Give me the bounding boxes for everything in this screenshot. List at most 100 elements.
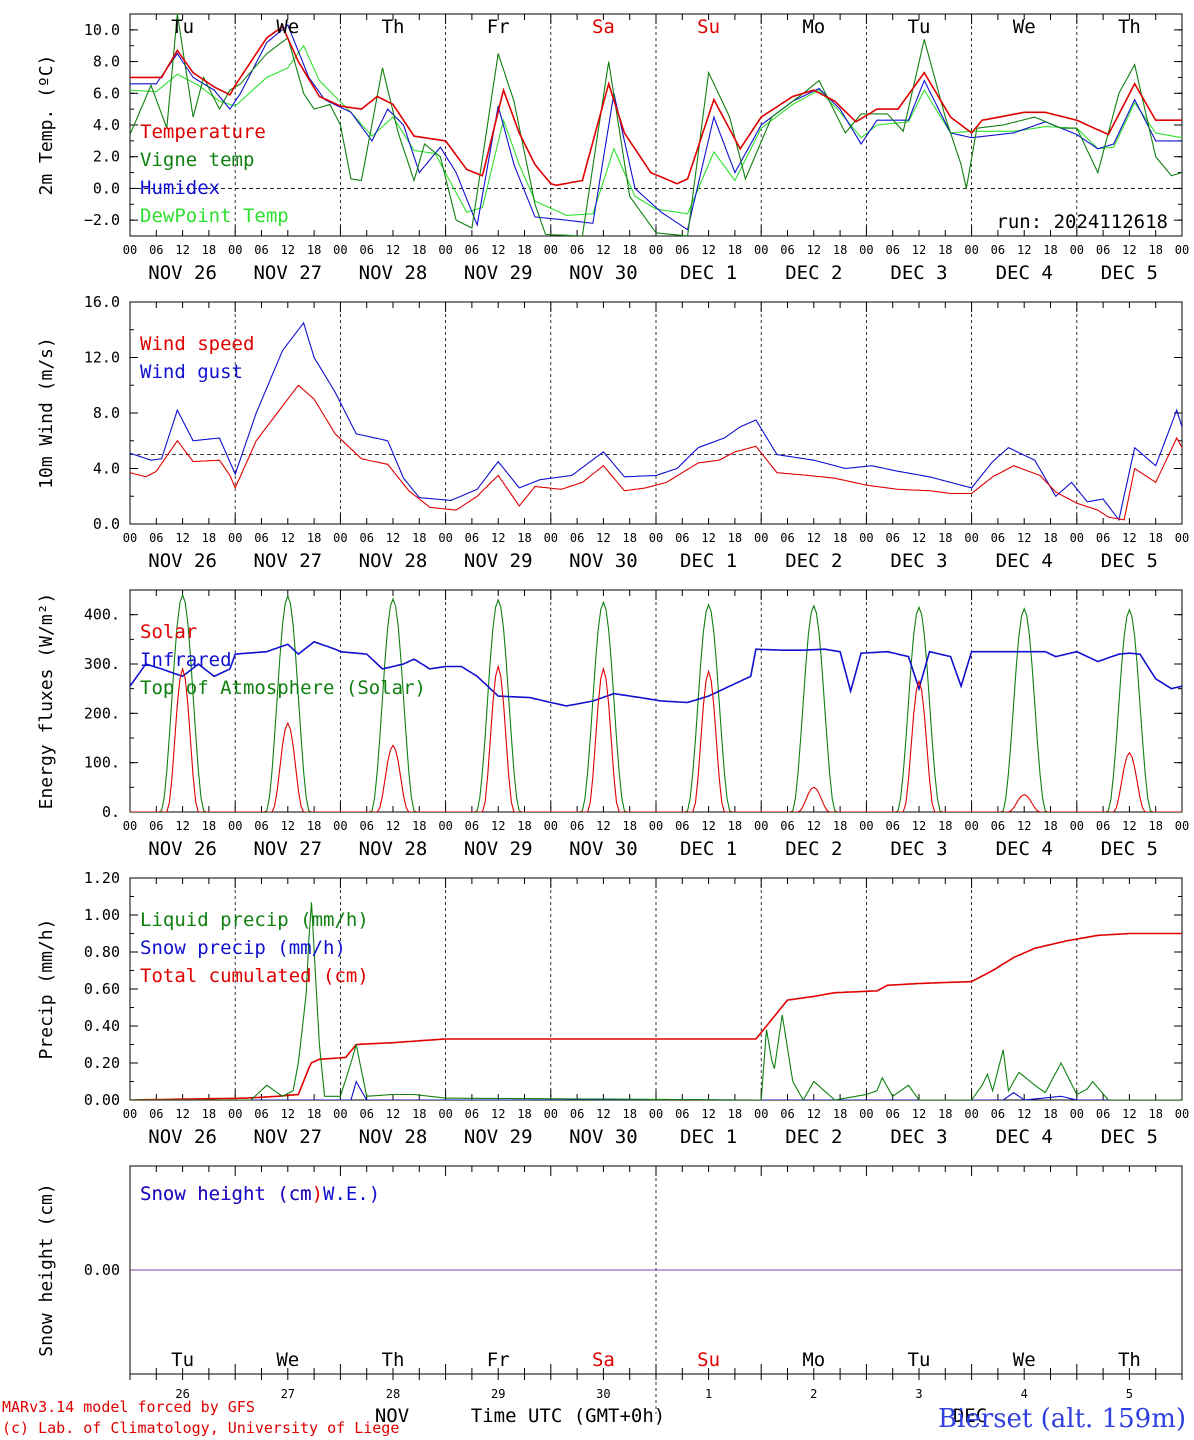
y-axis-label: Energy fluxes (W/m²)	[36, 593, 57, 810]
date-label: NOV 28	[359, 1126, 428, 1148]
day-number: 30	[596, 1387, 610, 1401]
series-line-humidex	[130, 24, 1182, 231]
date-label: DEC 4	[996, 1126, 1053, 1148]
hour-label: 12	[596, 1107, 610, 1121]
hour-label: 06	[991, 243, 1005, 257]
hour-label: 00	[754, 819, 768, 833]
hour-label: 00	[333, 243, 347, 257]
y-axis-label: Snow height (cm)	[36, 1183, 57, 1356]
date-label: NOV 29	[464, 550, 533, 572]
hour-label: 00	[754, 531, 768, 545]
hour-label: 12	[1122, 1107, 1136, 1121]
series-line-wind-gust	[130, 321, 1182, 522]
hour-label: 06	[780, 243, 794, 257]
hour-label: 06	[885, 1107, 899, 1121]
hour-label: 00	[1070, 1107, 1084, 1121]
y-axis-label: 2m Temp. (ºC)	[36, 55, 57, 196]
hour-label: 18	[728, 1107, 742, 1121]
hour-label: 06	[570, 531, 584, 545]
hour-label: 06	[780, 1107, 794, 1121]
hour-label: 18	[833, 243, 847, 257]
y-tick-label: 0.60	[84, 980, 120, 998]
hour-label: 06	[991, 819, 1005, 833]
panel-4: 1.20 1.00 0.80 0.60 0.40 0.20 0.00 Precip (mm/h…	[36, 869, 1189, 1148]
legend-entry: Infrared	[140, 649, 232, 671]
date-label: DEC 3	[890, 550, 947, 572]
hour-label: 06	[1096, 1107, 1110, 1121]
hour-label: 18	[1148, 1107, 1162, 1121]
legend-entry: Vigne temp	[140, 149, 254, 171]
hour-label: 18	[622, 1107, 636, 1121]
weekday-label: Th	[382, 16, 405, 38]
hour-label: 06	[780, 819, 794, 833]
y-tick-label: 0.00	[84, 1261, 120, 1279]
hour-label: 12	[1017, 531, 1031, 545]
hour-label: 18	[202, 819, 216, 833]
weekday-label: Tu	[171, 1349, 194, 1371]
weekday-label: Th	[382, 1349, 405, 1371]
hour-label: 12	[701, 1107, 715, 1121]
hour-label: 06	[465, 819, 479, 833]
date-label: NOV 29	[464, 838, 533, 860]
hour-label: 00	[544, 243, 558, 257]
legend-entry: Liquid precip (mm/h)	[140, 909, 369, 931]
hour-label: 00	[649, 1107, 663, 1121]
hour-label: 18	[1148, 243, 1162, 257]
series-line-dewpoint-temp	[130, 44, 1182, 216]
date-label: NOV 26	[148, 1126, 217, 1148]
hour-label: 06	[359, 819, 373, 833]
hour-label: 18	[938, 243, 952, 257]
hour-label: 00	[544, 819, 558, 833]
hour-label: 06	[254, 1107, 268, 1121]
y-tick-label: 4.0	[93, 116, 120, 134]
series-group	[130, 14, 1182, 236]
date-label: DEC 5	[1101, 262, 1158, 284]
hour-label: 06	[675, 1107, 689, 1121]
series-line-top-of-atmosphere-solar	[130, 593, 1182, 812]
hour-label: 00	[123, 819, 137, 833]
y-tick-label: 0.	[102, 803, 120, 821]
y-tick-label: 0.0	[93, 179, 120, 197]
y-tick-label: 16.0	[84, 293, 120, 311]
station-label: Bierset (alt. 159m)	[938, 1404, 1186, 1434]
legend-entry: DewPoint Temp	[140, 205, 289, 227]
date-label: NOV 27	[253, 1126, 322, 1148]
hour-label: 06	[570, 819, 584, 833]
y-axis-label: 10m Wind (m/s)	[36, 337, 57, 489]
hour-label: 12	[491, 531, 505, 545]
hour-label: 12	[807, 243, 821, 257]
hour-label: 12	[912, 1107, 926, 1121]
hour-label: 18	[412, 531, 426, 545]
date-label: NOV 26	[148, 838, 217, 860]
weekday-label: We	[276, 1349, 299, 1371]
panel-1: 10.0 8.0 6.0 4.0 2.0 0.0 −2.0 2m Temp. (ºC) Temp…	[36, 13, 1189, 284]
hour-label: 12	[281, 243, 295, 257]
hour-label: 06	[885, 819, 899, 833]
y-tick-label: 8.0	[93, 404, 120, 422]
panel-2: 16.0 12.0 8.0 4.0 0.0 10m Wind (m/s) Wind spee…	[36, 293, 1189, 572]
hour-label: 06	[1096, 819, 1110, 833]
date-label: NOV 29	[464, 1126, 533, 1148]
y-tick-label: 300.	[84, 655, 120, 673]
y-tick-label: 2.0	[93, 148, 120, 166]
weekday-label: Sa	[592, 16, 615, 38]
hour-label: 00	[754, 1107, 768, 1121]
hour-label: 12	[175, 819, 189, 833]
hour-label: 06	[149, 1107, 163, 1121]
hour-label: 06	[359, 1107, 373, 1121]
weekday-label: Th	[1118, 1349, 1141, 1371]
day-number: 26	[175, 1387, 189, 1401]
legend-entry: Temperature	[140, 121, 266, 143]
hour-label: 06	[885, 243, 899, 257]
hour-label: 00	[438, 243, 452, 257]
day-number: 4	[1021, 1387, 1028, 1401]
y-tick-label: 12.0	[84, 349, 120, 367]
hour-label: 00	[228, 819, 242, 833]
hour-label: 12	[1017, 243, 1031, 257]
y-tick-label: 0.00	[84, 1091, 120, 1109]
hour-label: 18	[307, 819, 321, 833]
hour-label: 18	[938, 531, 952, 545]
hour-label: 00	[123, 243, 137, 257]
hour-label: 18	[622, 243, 636, 257]
